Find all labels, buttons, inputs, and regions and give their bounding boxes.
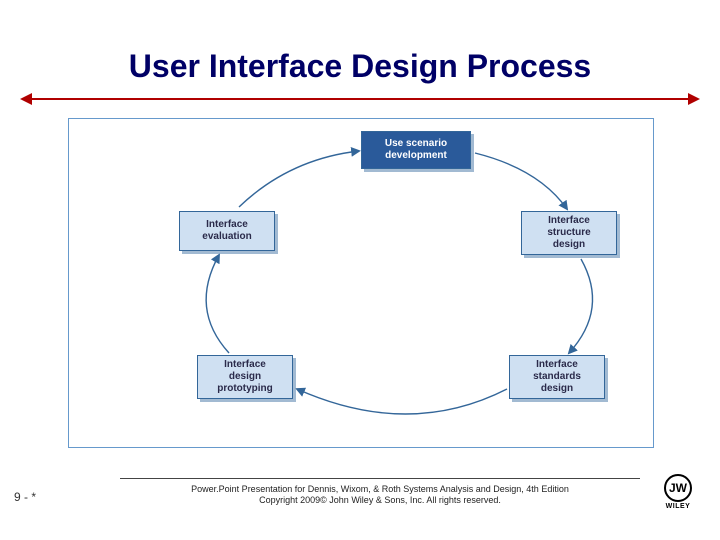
node-n4: Interfacedesignprototyping	[197, 355, 293, 399]
title-underline	[30, 98, 690, 100]
publisher-logo: JW WILEY	[656, 470, 700, 514]
node-n2: Interfacestructuredesign	[521, 211, 617, 255]
hr-arrow-right-icon	[688, 93, 700, 105]
slide-title: User Interface Design Process	[0, 48, 720, 85]
logo-mark-icon: JW	[664, 474, 692, 502]
footer-rule	[120, 478, 640, 479]
footer-text: Power.Point Presentation for Dennis, Wix…	[120, 484, 640, 507]
page-number: 9 - *	[14, 490, 36, 504]
node-n5: Interfaceevaluation	[179, 211, 275, 251]
node-n1: Use scenariodevelopment	[361, 131, 471, 169]
footer-line1: Power.Point Presentation for Dennis, Wix…	[191, 484, 569, 494]
footer-line2: Copyright 2009© John Wiley & Sons, Inc. …	[259, 495, 501, 505]
logo-text: WILEY	[666, 503, 691, 510]
diagram-frame: Use scenariodevelopment Interfacestructur…	[68, 118, 654, 448]
node-n3: Interfacestandardsdesign	[509, 355, 605, 399]
